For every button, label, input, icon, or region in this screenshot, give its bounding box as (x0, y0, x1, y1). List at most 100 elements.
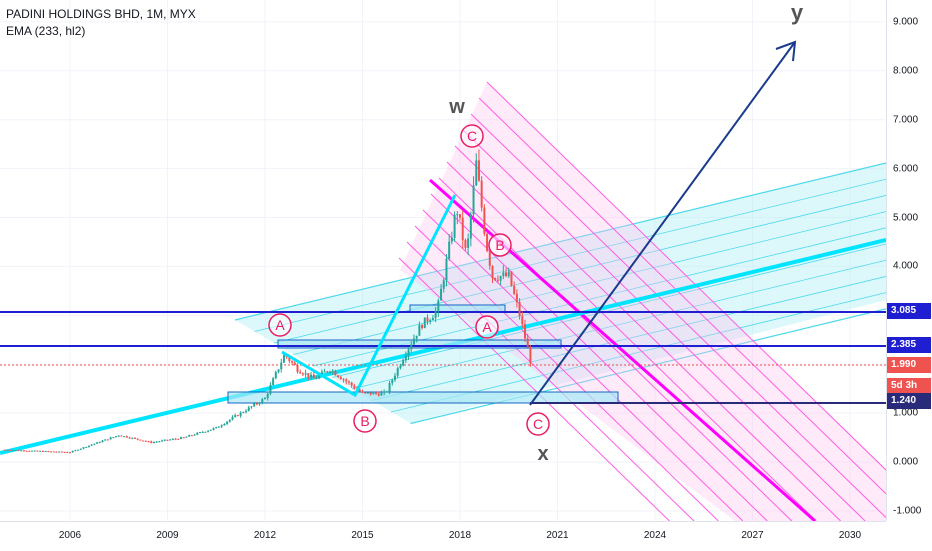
candle (55, 451, 58, 453)
candle (22, 449, 25, 452)
price-tag[interactable]: 5d 3h (887, 377, 931, 394)
candle (239, 411, 242, 418)
wave-label-b1: B (353, 409, 377, 433)
candle (142, 440, 145, 442)
candle (483, 204, 486, 237)
candle (301, 372, 304, 377)
candle (58, 451, 61, 453)
candle (418, 321, 421, 336)
candle (266, 392, 269, 401)
indicator-label[interactable]: EMA (233, hl2) (6, 24, 86, 38)
candle (337, 374, 340, 379)
price-tick: 5.000 (893, 212, 919, 223)
cyan-channel-lines (234, 162, 886, 425)
candle (234, 413, 237, 418)
candle (388, 380, 391, 395)
grid-lines (0, 0, 886, 521)
candle (158, 440, 161, 443)
candle (269, 382, 272, 396)
candle (177, 438, 180, 440)
candle (502, 265, 505, 280)
candle (410, 341, 413, 353)
candle (87, 445, 90, 448)
candle (6, 449, 9, 451)
candle (329, 370, 331, 374)
chart-canvas[interactable]: A B C A B C w x y (0, 0, 886, 521)
candle (515, 289, 518, 308)
candle (307, 373, 310, 381)
candle (510, 271, 513, 287)
candle (242, 411, 245, 414)
candle (131, 437, 134, 440)
candle (274, 370, 277, 380)
candle (50, 451, 53, 453)
candle (467, 233, 470, 256)
candle (396, 366, 399, 379)
candle (236, 414, 239, 417)
candle (513, 281, 516, 296)
candle (377, 391, 380, 397)
candle (71, 450, 74, 453)
label-w: w (448, 96, 465, 118)
candle (245, 408, 248, 414)
candle (293, 360, 296, 366)
price-candles (4, 149, 532, 454)
time-tick: 2030 (838, 530, 862, 541)
candle (185, 436, 188, 438)
price-tag[interactable]: 1.240 (887, 393, 931, 410)
wave-swing-line (281, 194, 457, 398)
time-scale[interactable]: 2006 2009 2012 2015 2018 2021 2024 2027 2030 (0, 521, 886, 551)
candle (415, 335, 418, 343)
candle (217, 426, 220, 428)
candle (104, 439, 107, 441)
candle (475, 153, 478, 186)
price-tick: 9.000 (893, 16, 919, 28)
candle (496, 275, 499, 284)
price-tag[interactable]: 2.385 (887, 337, 931, 354)
candle (117, 435, 120, 437)
candle (33, 450, 36, 452)
candle (345, 378, 348, 385)
candle (36, 450, 39, 452)
candle (480, 176, 483, 212)
price-tag[interactable]: 1.990 (887, 356, 931, 373)
candle (402, 358, 405, 367)
candle (180, 436, 183, 440)
wave-label-c2: C (526, 412, 550, 436)
price-tag[interactable]: 3.085 (887, 303, 931, 320)
candle (477, 149, 480, 182)
candle (347, 380, 350, 385)
candle (529, 344, 532, 367)
candle (79, 448, 82, 451)
candle (14, 450, 17, 452)
time-tick: 2027 (741, 530, 764, 541)
price-tick: 8.000 (893, 65, 919, 77)
candle (155, 440, 158, 443)
candle (291, 360, 294, 365)
chart-area[interactable]: A B C A B C w x y PADINI HOLDINGS BHD, 1… (0, 0, 886, 521)
candle (253, 401, 256, 408)
candle (399, 363, 402, 370)
candle (196, 432, 199, 436)
candle (174, 438, 177, 440)
candle (404, 351, 407, 363)
candle (120, 435, 123, 437)
candle (212, 427, 215, 431)
candle (272, 376, 275, 386)
symbol-title[interactable]: PADINI HOLDINGS BHD, 1M, MYX (6, 7, 196, 21)
candle (82, 447, 85, 450)
candle (391, 378, 394, 386)
price-tick: 6.000 (893, 163, 919, 175)
magenta-channel-fill (400, 82, 886, 521)
label-x: x (537, 443, 548, 465)
candle (171, 438, 174, 440)
candle (472, 176, 475, 223)
candle (255, 402, 258, 406)
price-scale[interactable]: 9.000 8.000 7.000 6.000 5.000 4.000 1.000 0.000… (886, 0, 932, 521)
candle (331, 369, 334, 375)
candle (429, 318, 432, 325)
candle (28, 450, 31, 452)
candle (139, 439, 142, 441)
candle (215, 426, 218, 429)
candle (350, 381, 353, 388)
